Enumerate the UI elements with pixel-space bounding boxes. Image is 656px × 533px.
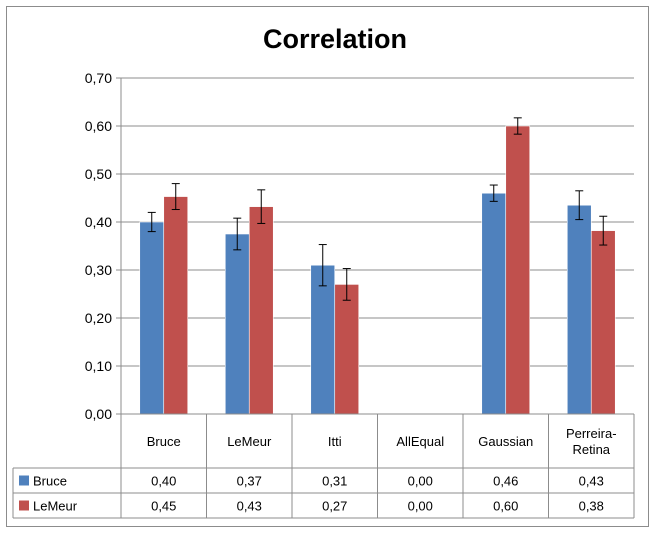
table-cell: 0,38 [579,499,604,514]
y-tick-label: 0,20 [85,310,112,326]
bar-lemeur-gaussian [505,125,531,415]
table-cell: 0,00 [408,499,433,514]
chart-title: Correlation [263,24,407,54]
bar-bruce-perreira-retina [566,204,592,415]
y-tick-label: 0,70 [85,70,112,86]
category-label: Gaussian [478,434,533,449]
bar-bruce-lemeur [224,233,250,415]
legend-swatch-bruce [19,475,29,486]
gridlines [121,77,634,367]
table-cell: 0,43 [579,474,604,489]
table-cell: 0,46 [493,474,518,489]
bar-lemeur-perreira-retina [590,230,616,415]
y-tick-label: 0,30 [85,262,112,278]
table-cell: 0,43 [237,499,262,514]
category-label: Bruce [147,434,181,449]
bar-lemeur-lemeur [248,206,274,415]
category-label: Perreira- [566,426,617,441]
category-label: Itti [328,434,342,449]
category-label: AllEqual [396,434,444,449]
bar-bruce-itti [310,264,336,415]
bar-lemeur-itti [334,284,360,415]
category-label: Retina [572,442,610,457]
y-tick-label: 0,50 [85,166,112,182]
legend-label-bruce: Bruce [33,474,67,489]
y-tick-label: 0,40 [85,214,112,230]
bars [139,117,616,415]
legend-label-lemeur: LeMeur [33,499,78,514]
table-cell: 0,45 [151,499,176,514]
y-tick-label: 0,00 [85,406,112,422]
table-cell: 0,60 [493,499,518,514]
table-cell: 0,31 [322,474,347,489]
table-cell: 0,00 [408,474,433,489]
y-axis: 0,00 0,10 0,20 0,30 0,40 0,50 0,60 0,70 [85,70,122,422]
bar-bruce-bruce [139,221,165,415]
y-tick-label: 0,10 [85,358,112,374]
table-cell: 0,40 [151,474,176,489]
y-tick-label: 0,60 [85,118,112,134]
bar-lemeur-bruce [163,196,189,415]
category-label: LeMeur [227,434,272,449]
data-table: Bruce LeMeur Itti AllEqual Gaussian Perreira-… [12,413,635,519]
bar-bruce-gaussian [481,192,507,415]
table-cell: 0,27 [322,499,347,514]
table-cell: 0,37 [237,474,262,489]
legend-swatch-lemeur [19,500,29,511]
